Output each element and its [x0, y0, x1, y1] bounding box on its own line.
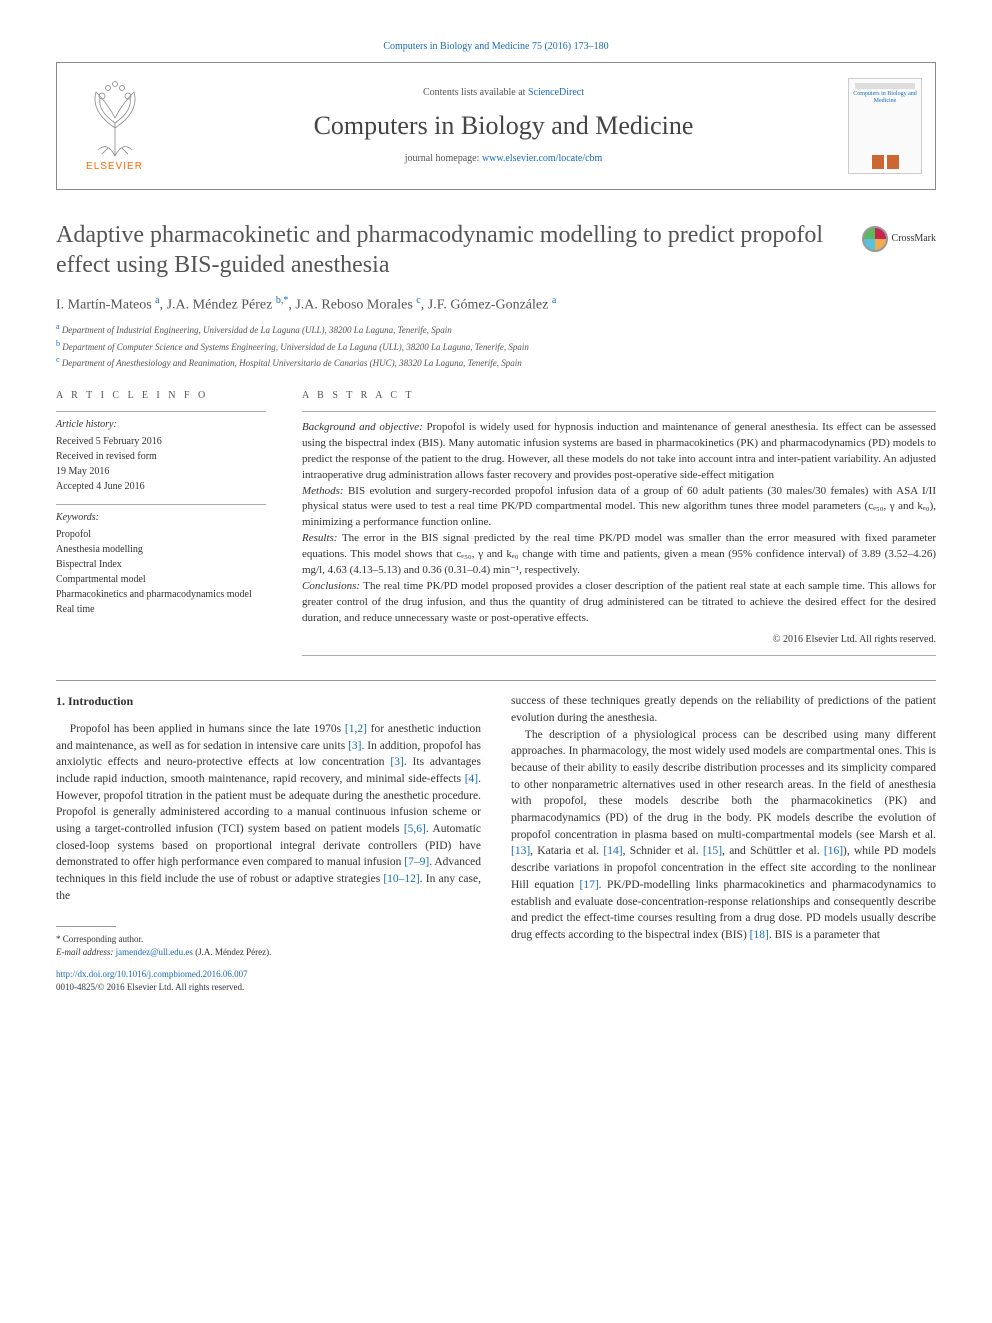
keywords-list: PropofolAnesthesia modellingBispectral I… [56, 527, 266, 617]
corr-author: * Corresponding author. [56, 933, 481, 946]
article-info-column: A R T I C L E I N F O Article history: R… [56, 389, 266, 657]
doi-link[interactable]: http://dx.doi.org/10.1016/j.compbiomed.2… [56, 969, 248, 979]
authors-line: I. Martín-Mateos a, J.A. Méndez Pérez b,… [56, 294, 936, 315]
homepage-prefix: journal homepage: [405, 153, 482, 164]
abstract-body: Background and objective: Propofol is wi… [302, 411, 936, 657]
abs-conclusions: The real time PK/PD model proposed provi… [302, 580, 936, 624]
abs-results: The error in the BIS signal predicted by… [302, 532, 936, 576]
intro-para-1-cont: success of these techniques greatly depe… [511, 693, 936, 726]
cover-image: Computers in Biology and Medicine [848, 78, 922, 174]
sciencedirect-link[interactable]: ScienceDirect [528, 87, 584, 98]
intro-para-1: Propofol has been applied in humans sinc… [56, 721, 481, 904]
email-after: (J.A. Méndez Pérez). [193, 947, 271, 957]
crossmark-badge[interactable]: CrossMark [862, 226, 936, 252]
affiliations: a Department of Industrial Engineering, … [56, 321, 936, 371]
abs-methods-label: Methods: [302, 485, 344, 497]
article-title: Adaptive pharmacokinetic and pharmacodyn… [56, 220, 850, 280]
crossmark-label: CrossMark [892, 232, 936, 246]
header-center: Contents lists available at ScienceDirec… [172, 63, 835, 189]
history-body: Received 5 February 2016Received in revi… [56, 434, 266, 494]
elsevier-label: ELSEVIER [86, 160, 143, 174]
abstract-copyright: © 2016 Elsevier Ltd. All rights reserved… [302, 633, 936, 648]
intro-para-2: The description of a physiological proce… [511, 727, 936, 944]
abstract-column: A B S T R A C T Background and objective… [302, 389, 936, 657]
homepage-link[interactable]: www.elsevier.com/locate/cbm [482, 153, 602, 164]
keywords-label: Keywords: [56, 511, 266, 525]
journal-name: Computers in Biology and Medicine [314, 108, 694, 144]
abs-methods: BIS evolution and surgery-recorded propo… [302, 485, 936, 529]
abs-background-label: Background and objective: [302, 421, 423, 433]
history-label: Article history: [56, 418, 266, 432]
crossmark-icon [862, 226, 888, 252]
contents-prefix: Contents lists available at [423, 87, 528, 98]
cover-icon [887, 155, 899, 169]
homepage-line: journal homepage: www.elsevier.com/locat… [405, 152, 603, 166]
corresponding-footnote: * Corresponding author. E-mail address: … [56, 933, 481, 958]
cover-title: Computers in Biology and Medicine [851, 91, 919, 104]
elsevier-tree-icon [80, 78, 150, 158]
email-label: E-mail address: [56, 947, 116, 957]
article-info-heading: A R T I C L E I N F O [56, 389, 266, 403]
email-link[interactable]: jamendez@ull.edu.es [116, 947, 193, 957]
cover-icon [872, 155, 884, 169]
right-column: success of these techniques greatly depe… [511, 693, 936, 993]
section-1-heading: 1. Introduction [56, 693, 481, 710]
abs-results-label: Results: [302, 532, 337, 544]
abs-conclusions-label: Conclusions: [302, 580, 360, 592]
journal-cover[interactable]: Computers in Biology and Medicine [835, 63, 935, 189]
contents-line: Contents lists available at ScienceDirec… [423, 86, 584, 100]
doi-block: http://dx.doi.org/10.1016/j.compbiomed.2… [56, 968, 481, 993]
journal-header: ELSEVIER Contents lists available at Sci… [56, 62, 936, 190]
top-citation[interactable]: Computers in Biology and Medicine 75 (20… [56, 40, 936, 54]
abstract-heading: A B S T R A C T [302, 389, 936, 403]
left-column: 1. Introduction Propofol has been applie… [56, 693, 481, 993]
elsevier-logo[interactable]: ELSEVIER [57, 63, 172, 189]
issn-line: 0010-4825/© 2016 Elsevier Ltd. All right… [56, 982, 244, 992]
